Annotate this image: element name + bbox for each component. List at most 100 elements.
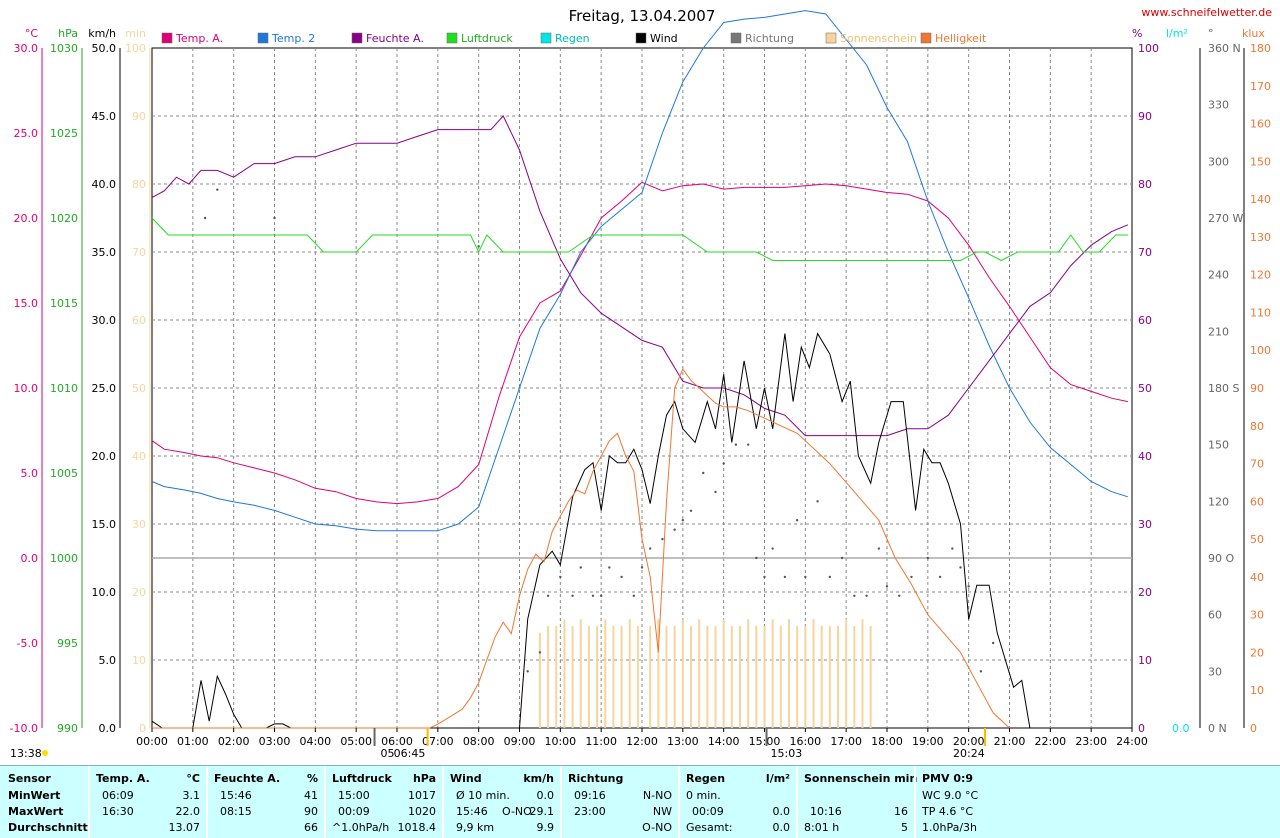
temp-max-time: 16:30 [102, 805, 134, 818]
press-max-value: 1020 [408, 805, 436, 818]
tick-label-dir: 30 [1208, 665, 1222, 678]
tick-label-kmh: 20.0 [92, 450, 117, 463]
direction-point [640, 566, 644, 569]
stats-col-sunshine: Sonnenschein min 10:16 16 8:01 h 5 [796, 766, 918, 838]
tick-label-pct: 40 [1138, 450, 1152, 463]
direction-point [898, 594, 901, 597]
series-line-temp-a- [151, 181, 1129, 505]
stats-label-max: MaxWert [8, 805, 64, 818]
chart-grid [151, 47, 1133, 729]
direction-point [746, 443, 750, 446]
legend-label: Helligkeit [935, 32, 987, 45]
legend-item: Feuchte A. [351, 32, 424, 45]
unit-label-klux: klux [1242, 27, 1265, 40]
legend-item: Wind [635, 32, 678, 45]
dir-min-value: N-NO [642, 789, 672, 802]
stats-label-min: MinWert [8, 789, 61, 802]
sun-avg-value: 5 [901, 821, 908, 834]
tick-label-min: 20 [132, 586, 146, 599]
stats-header-sunshine: Sonnenschein min [804, 772, 918, 785]
tick-label-kmh: 45.0 [92, 110, 117, 123]
temp-avg-value: 13.07 [168, 821, 201, 834]
direction-point [620, 575, 623, 579]
direction-point [673, 528, 676, 531]
stats-panel: Sensor MinWert MaxWert Durchschnitt Temp… [0, 765, 1280, 838]
stats-unit-pressure: hPa [412, 772, 436, 785]
stats-label-avg: Durchschnitt [8, 821, 88, 834]
press-min-value: 1017 [408, 789, 436, 802]
legend-label: Luftdruck [461, 32, 513, 45]
unit-label-rain: l/m² [1166, 27, 1188, 40]
tick-label-klux: 70 [1250, 458, 1264, 471]
direction-point [951, 547, 954, 550]
x-tick-label: 04:00 [299, 735, 331, 748]
chart-series [151, 10, 1129, 729]
tick-label-klux: 150 [1250, 155, 1271, 168]
tick-label-klux: 80 [1250, 420, 1264, 433]
legend-item: Temp. A. [161, 32, 223, 45]
chart-title: Freitag, 13.04.2007 [569, 7, 716, 25]
tick-label-hpa: 1010 [50, 382, 78, 395]
unit-label-temp: °C [25, 27, 39, 40]
tick-label-pct: 60 [1138, 314, 1152, 327]
stats-col-temp: Temp. A. °C 06:09 3.1 16:30 22.0 13.07 [88, 766, 206, 838]
direction-point [203, 216, 207, 220]
weather-chart: 00:00 01:00 02:00 03:00 04:00 05:00 06:00 07:00… [10, 6, 1273, 760]
legend-item: Helligkeit [920, 32, 987, 45]
rain-total-value: 0.0 [772, 821, 791, 834]
tick-label-klux: 160 [1250, 118, 1271, 131]
tick-label-pct: 90 [1138, 110, 1152, 123]
direction-point [579, 566, 582, 569]
unit-label-hpa: hPa [58, 27, 78, 40]
tick-label-min: 70 [132, 246, 146, 259]
unit-label-min: min [125, 27, 146, 40]
tick-label-dir: 180 S [1208, 382, 1239, 395]
x-tick-label: 03:00 [259, 735, 291, 748]
tick-label-klux: 40 [1250, 571, 1264, 584]
tick-label-temp: 20.0 [14, 212, 39, 225]
tick-label-hpa: 1030 [50, 42, 78, 55]
tick-label-dir: 150 [1208, 439, 1229, 452]
direction-point [599, 594, 603, 597]
wind-min-value: 0.0 [536, 789, 555, 802]
stats-col-rain: Regen l/m² 0 min. 00:09 0.0 Gesamt: 0.0 [678, 766, 796, 838]
legend-label: Regen [555, 32, 590, 45]
stats-header-direction: Richtung [568, 772, 624, 785]
tick-label-klux: 0 [1250, 722, 1257, 735]
direction-point [771, 547, 774, 550]
wind-max-value: 29.1 [529, 805, 555, 818]
x-tick-label: 23:00 [1075, 735, 1107, 748]
noon-label: 15:03 [771, 747, 803, 760]
direction-point [959, 566, 962, 569]
tick-label-min: 60 [132, 314, 146, 327]
site-link[interactable]: www.schneifelwetter.de [1141, 6, 1272, 19]
direction-point [967, 585, 970, 588]
direction-point [865, 594, 868, 597]
wind-avg-value: 9.9 [536, 821, 555, 834]
tick-label-kmh: 25.0 [92, 382, 117, 395]
direction-point [783, 575, 787, 579]
tick-label-temp: 0.0 [21, 552, 39, 565]
legend-swatch [161, 32, 173, 44]
tick-label-min: 90 [132, 110, 146, 123]
tick-label-dir: 270 W [1208, 212, 1243, 225]
direction-point [632, 594, 636, 597]
marker-left-time: 13:38 [10, 747, 42, 760]
stats-col-direction: Richtung 09:16 N-NO 23:00 NW O-NO [560, 766, 678, 838]
x-tick-label: 16:00 [789, 735, 821, 748]
legend-item: Richtung [730, 32, 794, 45]
legend-label: Temp. A. [175, 32, 223, 45]
tick-label-dir: 90 O [1208, 552, 1234, 565]
direction-point [853, 594, 856, 597]
tick-label-dir: 330 [1208, 99, 1229, 112]
stats-unit-rain: l/m² [765, 772, 790, 785]
legend-item: Temp. 2 [257, 32, 315, 45]
direction-point [828, 575, 832, 579]
tick-label-kmh: 5.0 [99, 654, 117, 667]
dir-avg-value: O-NO [642, 821, 672, 834]
tick-label-pct: 0 [1138, 722, 1145, 735]
tick-label-hpa: 1015 [50, 297, 78, 310]
x-tick-label: 13:00 [667, 735, 699, 748]
tick-label-pct: 80 [1138, 178, 1152, 191]
tick-label-temp: 10.0 [14, 382, 39, 395]
